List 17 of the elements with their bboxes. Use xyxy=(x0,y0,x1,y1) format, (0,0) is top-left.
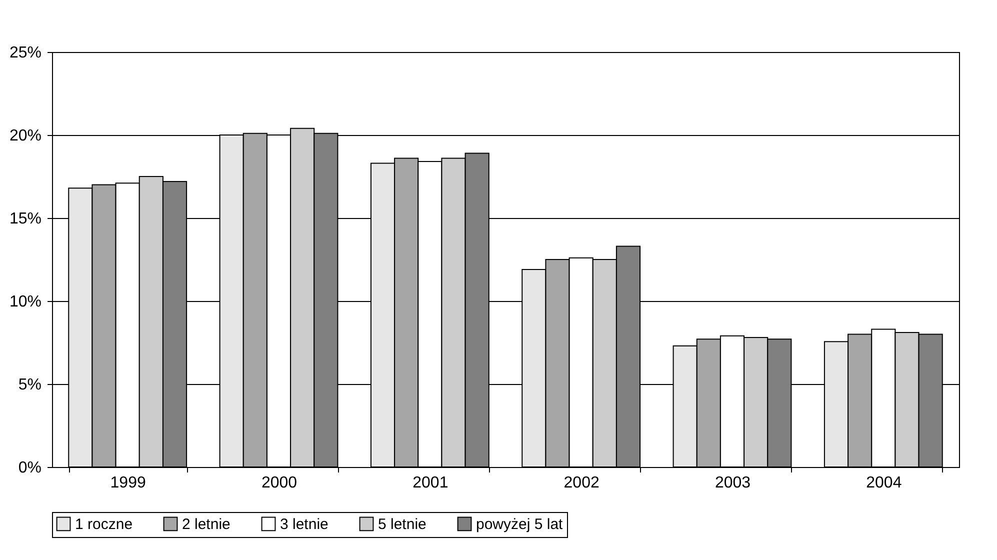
y-tick-label: 20% xyxy=(9,128,42,144)
legend-label: 2 letnie xyxy=(182,516,230,533)
x-tick-label: 2004 xyxy=(866,474,902,492)
x-tick-label: 2002 xyxy=(564,474,600,492)
y-tick-label: 0% xyxy=(18,460,42,476)
y-tick-label: 15% xyxy=(9,210,42,228)
x-tick-label: 2001 xyxy=(412,474,448,492)
x-tick-label: 1999 xyxy=(110,474,146,492)
legend-label: 5 letnie xyxy=(378,516,426,533)
legend-label: 1 roczne xyxy=(75,516,133,533)
legend-label: powyżej 5 lat xyxy=(476,516,564,533)
y-tick-label: 5% xyxy=(18,376,42,394)
x-tick-label: 2003 xyxy=(714,474,751,492)
y-tick-label: 25% xyxy=(9,44,42,62)
x-tick-label: 2000 xyxy=(261,474,298,492)
legend-label: 3 letnie xyxy=(280,516,328,533)
y-tick-label: 10% xyxy=(9,294,42,310)
